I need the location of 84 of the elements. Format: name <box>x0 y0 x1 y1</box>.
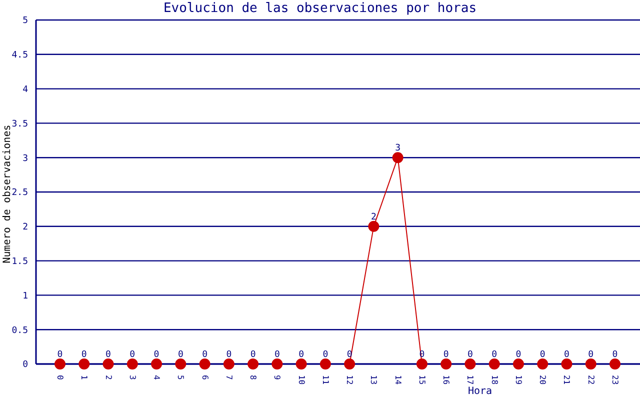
data-label: 0 <box>250 350 256 360</box>
point <box>151 358 162 370</box>
point <box>320 358 331 370</box>
data-label: 0 <box>154 350 160 360</box>
data-label: 0 <box>492 350 498 360</box>
point <box>416 358 428 370</box>
data-label: 0 <box>226 350 232 360</box>
point <box>488 358 500 370</box>
y-tick-label: 2 <box>22 222 28 233</box>
data-label: 3 <box>395 144 401 154</box>
x-tick-label: 6 <box>200 375 210 380</box>
x-axis-title: Hora <box>466 386 494 398</box>
point <box>199 358 210 370</box>
x-tick-label: 20 <box>538 375 548 385</box>
x-tick-label: 0 <box>56 375 64 380</box>
data-label: 0 <box>202 350 208 360</box>
y-tick-label: 5 <box>22 16 28 26</box>
x-tick-label: 8 <box>248 375 258 380</box>
point <box>512 358 524 370</box>
data-label: 0 <box>540 350 546 360</box>
x-tick-label: 11 <box>320 375 330 385</box>
point <box>585 358 596 370</box>
data-label: 0 <box>178 350 184 360</box>
point <box>368 220 380 232</box>
x-tick-label: 17 <box>466 375 475 385</box>
x-tick-label: 1 <box>80 375 89 380</box>
data-label: 0 <box>468 350 473 360</box>
x-tick-label: 4 <box>152 375 162 380</box>
x-tick-label: 16 <box>442 375 451 385</box>
y-tick-label: 1 <box>22 291 28 302</box>
point <box>392 152 404 164</box>
x-tick-label: 21 <box>562 375 572 385</box>
x-tick-label: 23 <box>610 375 620 385</box>
data-label: 0 <box>81 350 87 360</box>
y-tick-label: 4 <box>22 84 28 95</box>
point <box>272 358 283 370</box>
y-axis-title: Numero de observaciones <box>2 124 13 264</box>
y-tick-label: 3 <box>22 154 28 164</box>
point <box>54 358 66 370</box>
data-label: 0 <box>57 350 63 360</box>
x-tick-label: 2 <box>104 375 113 380</box>
point <box>537 358 548 370</box>
point <box>78 358 90 370</box>
data-label: 0 <box>322 350 328 360</box>
point <box>610 358 620 370</box>
data-label: 0 <box>106 350 111 360</box>
data-label: 0 <box>516 350 522 360</box>
point <box>223 358 234 370</box>
x-tick-label: 12 <box>345 375 354 385</box>
point <box>561 358 572 370</box>
data-label: 0 <box>443 350 449 360</box>
point <box>440 358 452 370</box>
point <box>102 358 114 370</box>
point <box>126 358 138 370</box>
chart-title: Evolucion de las observaciones por horas <box>162 0 478 18</box>
x-tick-label: 14 <box>393 375 402 385</box>
point <box>175 358 186 370</box>
point <box>344 358 356 370</box>
x-tick-label: 5 <box>176 375 186 380</box>
x-tick-label: 3 <box>128 375 137 380</box>
y-tick-label: 0 <box>22 360 28 370</box>
y-tick-label: 4.5 <box>12 50 28 61</box>
data-label: 0 <box>298 350 304 360</box>
point <box>248 358 259 370</box>
x-tick-label: 18 <box>490 375 499 385</box>
y-tick-label: 0.5 <box>12 326 28 336</box>
x-tick-label: 19 <box>514 375 523 385</box>
x-tick-label: 13 <box>369 375 378 385</box>
y-tick-label: 1.5 <box>12 256 28 267</box>
data-label: 0 <box>564 350 570 360</box>
y-tick-label: 3.5 <box>12 119 28 130</box>
y-tick-label: 2.5 <box>12 188 28 198</box>
data-label: 0 <box>274 350 280 360</box>
data-label: 2 <box>370 212 376 222</box>
data-label: 0 <box>612 350 618 360</box>
x-tick-label: 10 <box>296 375 306 385</box>
data-label: 0 <box>130 350 136 360</box>
x-tick-label: 22 <box>586 375 596 385</box>
data-label: 0 <box>588 350 594 360</box>
point <box>296 358 307 370</box>
x-tick-label: 7 <box>224 375 234 380</box>
point <box>464 358 476 370</box>
x-tick-label: 15 <box>417 375 426 385</box>
x-tick-label: 9 <box>272 375 282 380</box>
